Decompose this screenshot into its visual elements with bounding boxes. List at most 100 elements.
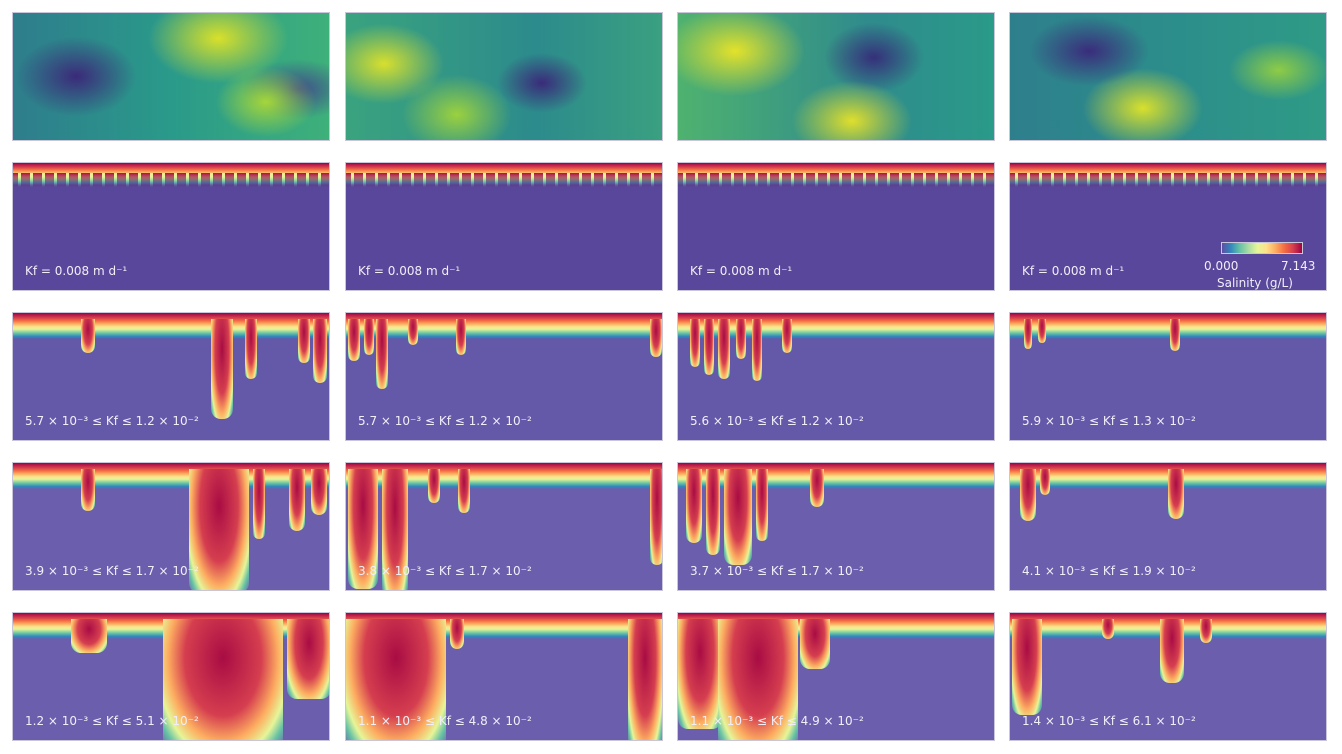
salt-finger (800, 619, 830, 669)
salt-finger (382, 469, 408, 590)
salt-finger (1102, 619, 1114, 639)
salinity-homogeneous-2: Kf = 0.008 m d⁻¹ (345, 162, 663, 291)
salt-finger (686, 469, 702, 543)
kf-range-label: 3.8 × 10⁻³ ≤ Kf ≤ 1.7 × 10⁻² (358, 564, 532, 578)
kf-range-label: 1.1 × 10⁻³ ≤ Kf ≤ 4.9 × 10⁻² (690, 714, 864, 728)
salinity-het2-3: 3.7 × 10⁻³ ≤ Kf ≤ 1.7 × 10⁻² (677, 462, 995, 591)
salinity-het3-3: 1.1 × 10⁻³ ≤ Kf ≤ 4.9 × 10⁻² (677, 612, 995, 741)
salt-finger (189, 469, 249, 590)
salt-finger (289, 469, 305, 531)
permeability-field-3 (677, 12, 995, 141)
salinity-het3-4: 1.4 × 10⁻³ ≤ Kf ≤ 6.1 × 10⁻² (1009, 612, 1327, 741)
salt-finger (724, 469, 752, 565)
salt-finger (287, 619, 329, 699)
salt-finger (1012, 619, 1042, 715)
salt-finger (690, 319, 700, 367)
salinity-homogeneous-3: Kf = 0.008 m d⁻¹ (677, 162, 995, 291)
salt-finger (408, 319, 418, 345)
salt-finger (450, 619, 464, 649)
kf-range-label: 5.7 × 10⁻³ ≤ Kf ≤ 1.2 × 10⁻² (358, 414, 532, 428)
salt-finger (1020, 469, 1036, 521)
colorbar-min-label: 0.000 (1204, 259, 1239, 273)
salt-finger (628, 619, 662, 740)
kf-range-label: 1.4 × 10⁻³ ≤ Kf ≤ 6.1 × 10⁻² (1022, 714, 1196, 728)
kf-range-label: 5.6 × 10⁻³ ≤ Kf ≤ 1.2 × 10⁻² (690, 414, 864, 428)
salt-finger (376, 319, 388, 389)
salinity-het2-1: 3.9 × 10⁻³ ≤ Kf ≤ 1.7 × 10⁻² (12, 462, 330, 591)
salt-finger (756, 469, 768, 541)
kf-range-label: 1.1 × 10⁻³ ≤ Kf ≤ 4.8 × 10⁻² (358, 714, 532, 728)
kf-label: Kf = 0.008 m d⁻¹ (1022, 264, 1125, 278)
salt-finger (1038, 319, 1046, 343)
salt-finger (458, 469, 470, 513)
salinity-het3-1: 1.2 × 10⁻³ ≤ Kf ≤ 5.1 × 10⁻² (12, 612, 330, 741)
finger-ripples (1010, 173, 1326, 187)
salt-finger (346, 619, 446, 740)
salinity-het2-2: 3.8 × 10⁻³ ≤ Kf ≤ 1.7 × 10⁻² (345, 462, 663, 591)
salt-finger (211, 319, 233, 419)
salinity-het2-4: 4.1 × 10⁻³ ≤ Kf ≤ 1.9 × 10⁻² (1009, 462, 1327, 591)
salt-finger (313, 319, 327, 383)
salt-finger (1170, 319, 1180, 351)
salt-finger (678, 619, 722, 729)
salinity-het1-1: 5.7 × 10⁻³ ≤ Kf ≤ 1.2 × 10⁻² (12, 312, 330, 441)
salt-finger (782, 319, 792, 353)
salt-finger (71, 619, 107, 653)
salt-finger (245, 319, 257, 379)
salinity-colorbar (1221, 242, 1303, 254)
salt-finger (253, 469, 265, 539)
colorbar-title: Salinity (g/L) (1217, 276, 1293, 290)
salt-finger (1024, 319, 1032, 349)
saline-boundary-layer (13, 463, 329, 489)
saline-boundary-layer (13, 313, 329, 339)
kf-range-label: 3.9 × 10⁻³ ≤ Kf ≤ 1.7 × 10⁻² (25, 564, 199, 578)
saline-boundary-layer (1010, 313, 1326, 339)
salt-finger (810, 469, 824, 507)
kf-label: Kf = 0.008 m d⁻¹ (25, 264, 128, 278)
salt-finger (736, 319, 746, 359)
salt-finger (752, 319, 762, 381)
salt-finger (650, 319, 662, 357)
kf-label: Kf = 0.008 m d⁻¹ (358, 264, 461, 278)
kf-range-label: 5.9 × 10⁻³ ≤ Kf ≤ 1.3 × 10⁻² (1022, 414, 1196, 428)
salinity-het3-2: 1.1 × 10⁻³ ≤ Kf ≤ 4.8 × 10⁻² (345, 612, 663, 741)
salinity-het1-3: 5.6 × 10⁻³ ≤ Kf ≤ 1.2 × 10⁻² (677, 312, 995, 441)
salt-finger (163, 619, 283, 740)
colorbar-max-label: 7.143 (1281, 259, 1316, 273)
permeability-field-1 (12, 12, 330, 141)
permeability-field-2 (345, 12, 663, 141)
salt-finger (718, 619, 798, 740)
kf-range-label: 4.1 × 10⁻³ ≤ Kf ≤ 1.9 × 10⁻² (1022, 564, 1196, 578)
permeability-field-4 (1009, 12, 1327, 141)
salt-finger (348, 469, 378, 589)
kf-range-label: 5.7 × 10⁻³ ≤ Kf ≤ 1.2 × 10⁻² (25, 414, 199, 428)
salt-finger (81, 469, 95, 511)
kf-range-label: 1.2 × 10⁻³ ≤ Kf ≤ 5.1 × 10⁻² (25, 714, 199, 728)
salt-finger (428, 469, 440, 503)
salt-finger (298, 319, 310, 363)
kf-range-label: 3.7 × 10⁻³ ≤ Kf ≤ 1.7 × 10⁻² (690, 564, 864, 578)
saline-boundary-layer (678, 313, 994, 339)
saline-boundary-layer (346, 313, 662, 339)
salt-finger (1200, 619, 1212, 643)
salt-finger (1040, 469, 1050, 495)
salt-finger (706, 469, 720, 555)
finger-ripples (346, 173, 662, 187)
finger-ripples (678, 173, 994, 187)
salt-finger (364, 319, 374, 355)
salt-finger (311, 469, 327, 515)
salt-finger (650, 469, 662, 565)
salt-finger (348, 319, 360, 361)
salt-finger (704, 319, 714, 375)
salt-finger (81, 319, 95, 353)
kf-label: Kf = 0.008 m d⁻¹ (690, 264, 793, 278)
salt-finger (456, 319, 466, 355)
salinity-homogeneous-1: Kf = 0.008 m d⁻¹ (12, 162, 330, 291)
salinity-het1-4: 5.9 × 10⁻³ ≤ Kf ≤ 1.3 × 10⁻² (1009, 312, 1327, 441)
salt-finger (1160, 619, 1184, 683)
salt-finger (1168, 469, 1184, 519)
finger-ripples (13, 173, 329, 187)
salinity-homogeneous-4: Kf = 0.008 m d⁻¹ (1009, 162, 1327, 291)
salinity-het1-2: 5.7 × 10⁻³ ≤ Kf ≤ 1.2 × 10⁻² (345, 312, 663, 441)
salt-finger (718, 319, 730, 379)
